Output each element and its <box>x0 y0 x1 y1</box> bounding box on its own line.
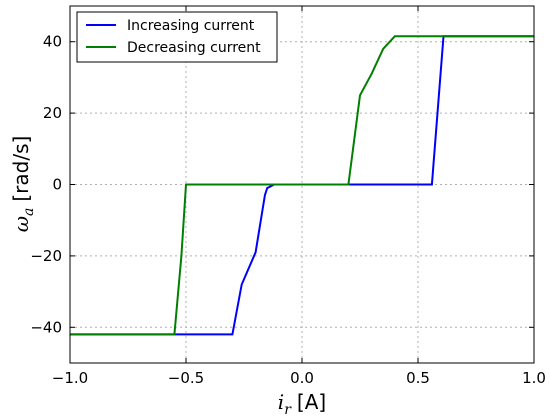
series-layer <box>70 35 534 336</box>
x-tick-label: 1.0 <box>522 369 546 387</box>
y-axis-label: ωa [rad/s] <box>9 136 37 233</box>
y-axis-label-variable: ω <box>9 216 33 232</box>
x-axis-label-subscript: r <box>284 402 292 416</box>
y-tick-label: −40 <box>30 318 62 336</box>
legend-label-increasing: Increasing current <box>127 18 255 34</box>
x-axis-label-variable: i <box>278 390 284 414</box>
x-tick-label: 0.5 <box>406 369 430 387</box>
y-axis-label-unit: [rad/s] <box>9 136 33 202</box>
legend-label-decreasing: Decreasing current <box>127 40 261 56</box>
x-axis-label-unit: [A] <box>297 390 326 414</box>
y-tick-label: 40 <box>43 33 62 51</box>
x-tick-label: −1.0 <box>52 369 88 387</box>
legend: Increasing current Decreasing current <box>76 11 278 63</box>
legend-box <box>76 11 278 63</box>
x-tick-label: 0.0 <box>290 369 314 387</box>
x-tick-label: −0.5 <box>168 369 204 387</box>
y-axis-label-subscript: a <box>21 208 37 216</box>
series-line-increasing-current <box>70 35 534 336</box>
ticks: −1.0 −0.5 0.0 0.5 1.0 −40 −20 0 20 40 <box>30 6 546 387</box>
x-axis-label: ir [A] <box>278 390 326 416</box>
y-tick-label: 20 <box>43 104 62 122</box>
series-line-decreasing-current <box>70 35 534 336</box>
y-tick-label: −20 <box>30 247 62 265</box>
y-tick-label: 0 <box>52 176 62 194</box>
